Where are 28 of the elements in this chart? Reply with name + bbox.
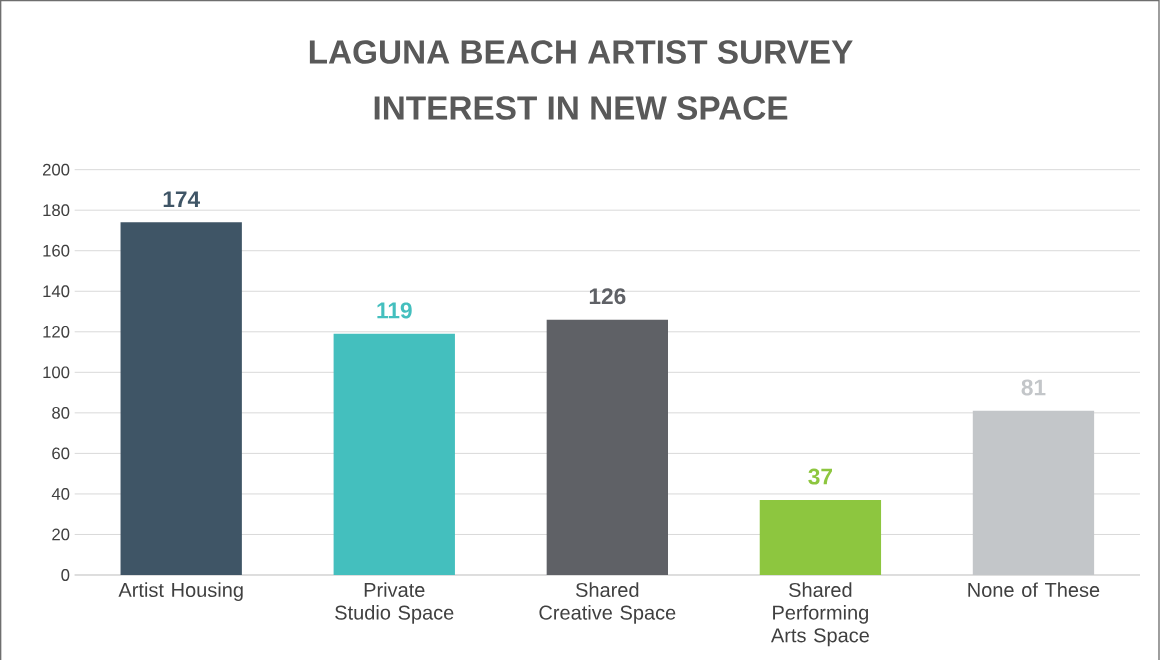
y-tick-label: 120 [43, 325, 70, 338]
x-tick-label: None of These [968, 582, 1100, 598]
data-label: 37 [808, 468, 832, 485]
y-tick-label: 20 [52, 528, 70, 541]
x-tick-label: Private Studio Space [335, 582, 454, 624]
chart-subtitle: INTEREST IN NEW SPACE [374, 96, 788, 120]
data-label: 119 [377, 302, 412, 319]
y-tick-label: 140 [43, 285, 70, 298]
data-label: 81 [1021, 379, 1046, 396]
y-tick-label: 0 [61, 569, 70, 581]
y-tick-label: 160 [43, 244, 70, 257]
y-tick-label: 60 [52, 447, 70, 460]
bar [546, 319, 668, 575]
x-tick-label: Artist Housing [118, 582, 243, 601]
y-tick-label: 200 [42, 163, 70, 176]
bar [759, 500, 882, 575]
bar [333, 333, 455, 575]
chart-title: LAGUNA BEACH ARTIST SURVEY [309, 40, 853, 64]
x-tick-label: Shared Performing Arts Space [770, 582, 869, 647]
y-tick-label: 40 [51, 488, 70, 500]
bar [120, 222, 242, 575]
data-label: 174 [163, 191, 200, 207]
data-label: 126 [589, 288, 626, 305]
bar [972, 410, 1095, 575]
y-tick-label: 100 [43, 366, 70, 379]
y-tick-label: 180 [43, 204, 70, 217]
x-tick-label: Shared Creative Space [539, 582, 676, 624]
y-tick-label: 80 [52, 406, 70, 419]
